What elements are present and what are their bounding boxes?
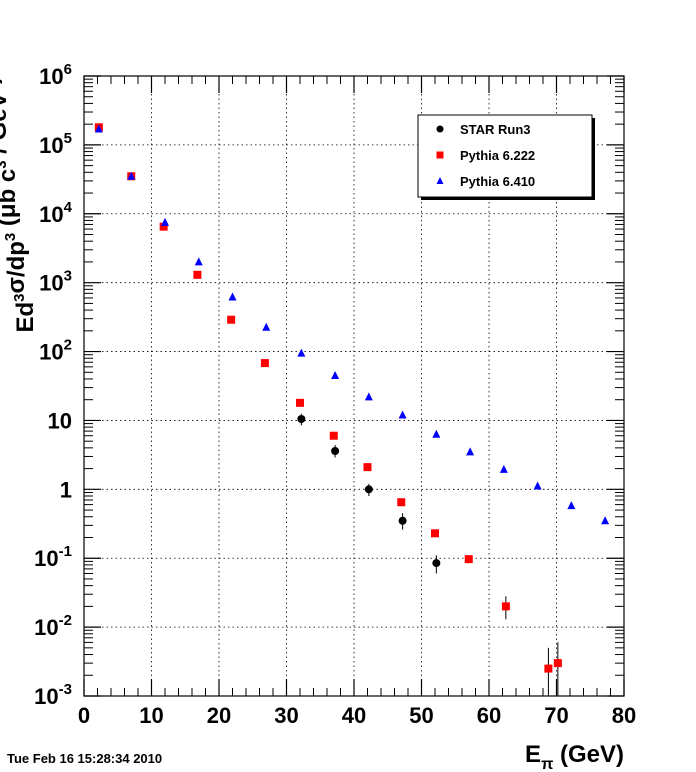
y-tick-label: 104 bbox=[39, 199, 72, 227]
data-point bbox=[297, 348, 306, 357]
x-tick-label: 0 bbox=[78, 703, 90, 728]
y-tick-label: 10-3 bbox=[34, 681, 72, 709]
y-tick-label: 105 bbox=[39, 130, 72, 158]
timestamp: Tue Feb 16 15:28:34 2010 bbox=[7, 751, 163, 766]
legend-marker bbox=[436, 177, 444, 184]
data-point bbox=[398, 516, 407, 525]
legend-marker bbox=[436, 125, 444, 133]
data-point bbox=[193, 270, 202, 279]
data-point bbox=[364, 485, 373, 494]
data-point bbox=[567, 501, 576, 510]
legend-box bbox=[417, 114, 593, 198]
y-tick-label: 102 bbox=[39, 337, 72, 365]
data-point bbox=[296, 398, 304, 407]
data-point bbox=[159, 222, 168, 231]
data-point bbox=[331, 447, 340, 456]
data-point bbox=[262, 322, 271, 331]
x-axis-title: Eπ (GeV) bbox=[525, 741, 624, 772]
data-point bbox=[363, 463, 372, 472]
data-point bbox=[601, 516, 610, 525]
data-point bbox=[431, 529, 439, 538]
y-tick-label: 10 bbox=[48, 408, 72, 433]
y-axis-title: Ed3σ/dp3 (μb c3 / GeV2) bbox=[0, 76, 39, 333]
y-tick-label: 10-2 bbox=[34, 612, 72, 640]
data-point bbox=[464, 555, 473, 564]
data-point bbox=[161, 217, 169, 226]
series-pythia-6-410 bbox=[94, 124, 610, 525]
legend-label: STAR Run3 bbox=[460, 122, 531, 137]
x-tick-label: 40 bbox=[342, 703, 366, 728]
x-tick-label: 30 bbox=[274, 703, 298, 728]
data-point bbox=[127, 171, 136, 180]
series-star-run3 bbox=[297, 413, 441, 574]
data-point bbox=[501, 602, 510, 611]
data-point bbox=[331, 370, 340, 379]
data-point bbox=[553, 659, 562, 668]
data-point bbox=[544, 664, 553, 673]
x-tick-label: 80 bbox=[612, 703, 636, 728]
data-point bbox=[397, 498, 406, 507]
x-tick-label: 60 bbox=[477, 703, 501, 728]
data-point bbox=[432, 559, 441, 568]
data-point bbox=[260, 359, 269, 368]
x-tick-label: 20 bbox=[207, 703, 231, 728]
data-point bbox=[533, 481, 542, 490]
data-layer bbox=[94, 123, 610, 696]
legend-label: Pythia 6.410 bbox=[460, 174, 535, 189]
data-point bbox=[329, 431, 338, 440]
data-point bbox=[364, 392, 373, 401]
y-tick-label: 103 bbox=[39, 268, 72, 296]
data-point bbox=[228, 292, 237, 301]
y-tick-label: 1 bbox=[60, 477, 72, 502]
legend: STAR Run3 Pythia 6.222 Pythia 6.410 bbox=[417, 114, 595, 200]
x-tick-label: 10 bbox=[139, 703, 163, 728]
data-point bbox=[227, 315, 236, 324]
data-point bbox=[94, 124, 103, 133]
x-tick-label: 50 bbox=[409, 703, 433, 728]
legend-marker bbox=[436, 151, 444, 159]
x-tick-label: 70 bbox=[544, 703, 568, 728]
y-tick-label: 106 bbox=[39, 61, 72, 89]
data-point bbox=[499, 464, 508, 473]
data-point bbox=[398, 410, 407, 419]
data-point bbox=[432, 429, 441, 438]
data-point bbox=[466, 447, 475, 456]
data-point bbox=[297, 414, 306, 423]
legend-label: Pythia 6.222 bbox=[460, 148, 535, 163]
data-point bbox=[194, 257, 203, 266]
y-tick-label: 10-1 bbox=[34, 543, 72, 571]
